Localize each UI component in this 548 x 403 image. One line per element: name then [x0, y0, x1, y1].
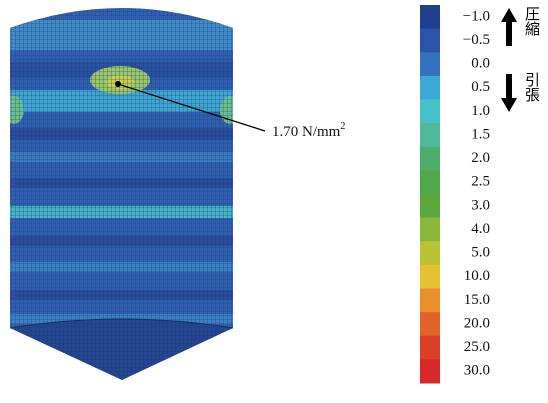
- legend-swatch: [420, 264, 440, 289]
- legend-swatch: [420, 28, 440, 53]
- fem-model: [10, 8, 233, 380]
- leader-dot: [115, 81, 121, 87]
- legend-swatch: [420, 52, 440, 77]
- annotation-sup: 2: [340, 121, 345, 132]
- legend-label: 1.0: [471, 103, 490, 119]
- up-arrow: [501, 8, 517, 46]
- legend-label: 0.5: [471, 79, 490, 95]
- legend-swatch: [420, 99, 440, 124]
- legend-swatch: [420, 123, 440, 148]
- legend-label: 5.0: [471, 245, 490, 261]
- legend-label: 3.0: [471, 197, 490, 213]
- compression-label: 圧縮: [523, 6, 541, 36]
- legend-swatch: [420, 288, 440, 313]
- legend-swatch: [420, 146, 440, 171]
- down-arrow: [501, 74, 517, 112]
- legend-swatch: [420, 194, 440, 219]
- legend-label: 20.0: [464, 315, 490, 331]
- legend-label: 2.0: [471, 150, 490, 166]
- leader-line: [117, 83, 266, 132]
- legend-swatch: [420, 5, 440, 30]
- legend-swatch: [420, 359, 440, 384]
- legend: −1.0 −0.5 0.0 0.5 1.0 1.5 2.0 2.5 3.0 4.0 5.0 10.0 1…: [420, 5, 490, 384]
- legend-label: 30.0: [464, 363, 490, 379]
- legend-swatch: [420, 217, 440, 242]
- legend-label: −0.5: [463, 32, 490, 48]
- annotation-text: 1.70 N/mm: [272, 124, 341, 140]
- legend-label: 0.0: [471, 56, 490, 72]
- legend-label: −1.0: [463, 8, 490, 24]
- legend-label: 25.0: [464, 339, 490, 355]
- legend-swatch: [420, 335, 440, 360]
- cone-edge: [9, 318, 234, 329]
- legend-label: 2.5: [471, 174, 490, 190]
- legend-swatch: [420, 241, 440, 266]
- tension-label: 引張: [523, 72, 541, 102]
- annotation: 1.70 N/mm2: [272, 121, 345, 140]
- legend-label: 10.0: [464, 268, 490, 284]
- legend-swatch: [420, 75, 440, 100]
- legend-label: 1.5: [471, 126, 490, 142]
- legend-label: 4.0: [471, 221, 490, 237]
- legend-swatch: [420, 312, 440, 337]
- legend-label: 15.0: [464, 292, 490, 308]
- legend-swatch: [420, 170, 440, 195]
